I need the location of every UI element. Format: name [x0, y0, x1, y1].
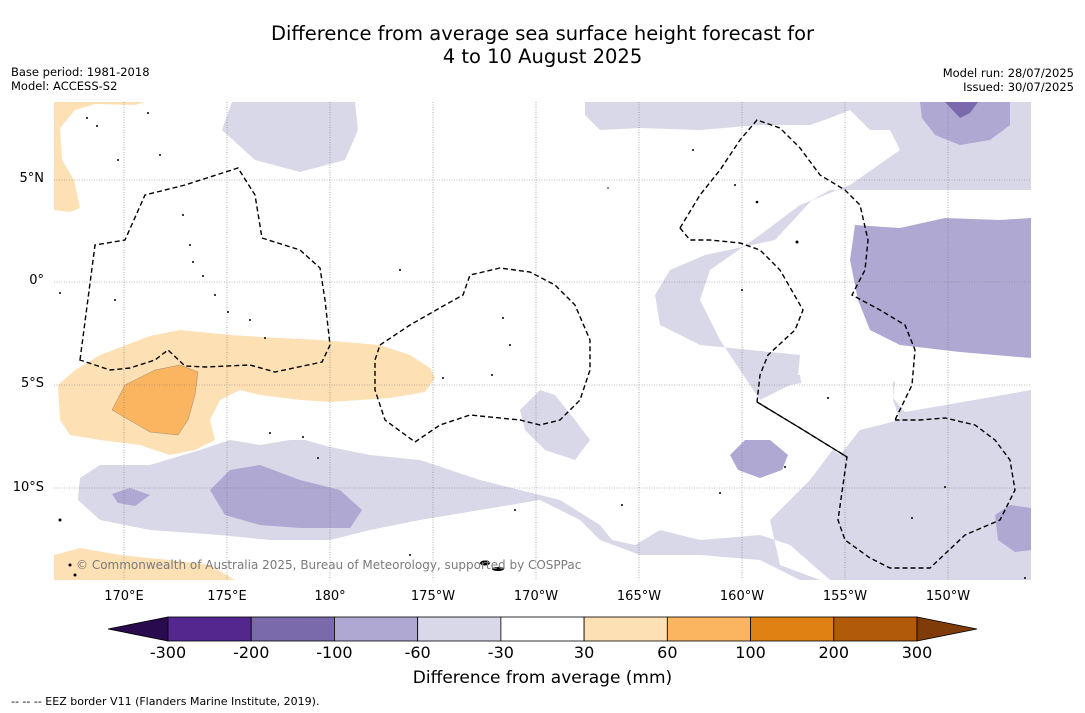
colorbar-tick-label: -30	[487, 643, 514, 662]
lat-label-10s: 10°S	[12, 480, 44, 495]
lon-label-150w: 150°W	[925, 589, 971, 604]
colorbar-extend-high	[916, 616, 978, 642]
meta-left: Base period: 1981-2018 Model: ACCESS-S2	[11, 65, 150, 93]
lat-label-5n: 5°N	[19, 171, 45, 186]
colorbar	[107, 616, 978, 642]
colorbar-tick-label: 100	[735, 643, 766, 662]
graticule	[54, 102, 1031, 580]
colorbar-segment	[334, 616, 419, 642]
colorbar-tick-label: -200	[233, 643, 270, 662]
model-run: Model run: 28/07/2025	[942, 66, 1074, 80]
lon-label-170e: 170°E	[104, 589, 144, 604]
issued-date: Issued: 30/07/2025	[963, 80, 1074, 94]
colorbar-tick-label: 200	[818, 643, 850, 662]
colorbar-segment	[167, 616, 252, 642]
colorbar-segment	[500, 616, 585, 642]
lon-label-155w: 155°W	[822, 589, 868, 604]
colorbar-segment	[417, 616, 502, 642]
lon-label-175w: 175°W	[410, 589, 456, 604]
colorbar-segment	[250, 616, 335, 642]
anomaly-field	[54, 102, 1031, 580]
eez-borders	[79, 119, 1016, 569]
meta-right: Model run: 28/07/2025 Issued: 30/07/2025	[943, 66, 1074, 94]
colorbar-title: Difference from average (mm)	[412, 668, 673, 688]
colorbar-tick-label: 60	[657, 643, 678, 662]
map-title-line1: Difference from average sea surface heig…	[270, 22, 815, 45]
solid-border	[756, 401, 848, 458]
colorbar-tick-label: -100	[316, 643, 353, 662]
colorbar-tick-label: 300	[901, 643, 933, 662]
colorbar-tick-label: 30	[573, 643, 595, 662]
colorbar-tick-label: -60	[404, 643, 431, 662]
lon-label-175e: 175°E	[207, 589, 247, 604]
lon-label-170w: 170°W	[513, 589, 559, 604]
colorbar-segment	[833, 616, 918, 642]
map-title-line2: 4 to 10 August 2025	[442, 45, 643, 68]
model-name: Model: ACCESS-S2	[11, 79, 118, 93]
colorbar-extend-low	[107, 616, 169, 642]
colorbar-segment	[583, 616, 668, 642]
lon-label-180: 180°	[314, 589, 346, 604]
copyright-notice: © Commonwealth of Australia 2025, Bureau…	[76, 558, 582, 572]
colorbar-segment	[666, 616, 751, 642]
islands	[58, 112, 1026, 579]
eez-footnote: -- -- -- EEZ border V11 (Flanders Marine…	[11, 695, 320, 708]
lon-label-160w: 160°W	[719, 589, 765, 604]
base-period: Base period: 1981-2018	[11, 65, 150, 79]
lat-label-0: 0°	[29, 273, 44, 288]
colorbar-tick-label: -300	[149, 643, 187, 662]
lat-label-5s: 5°S	[20, 376, 44, 391]
colorbar-segment	[750, 616, 835, 642]
lon-label-165w: 165°W	[616, 589, 662, 604]
